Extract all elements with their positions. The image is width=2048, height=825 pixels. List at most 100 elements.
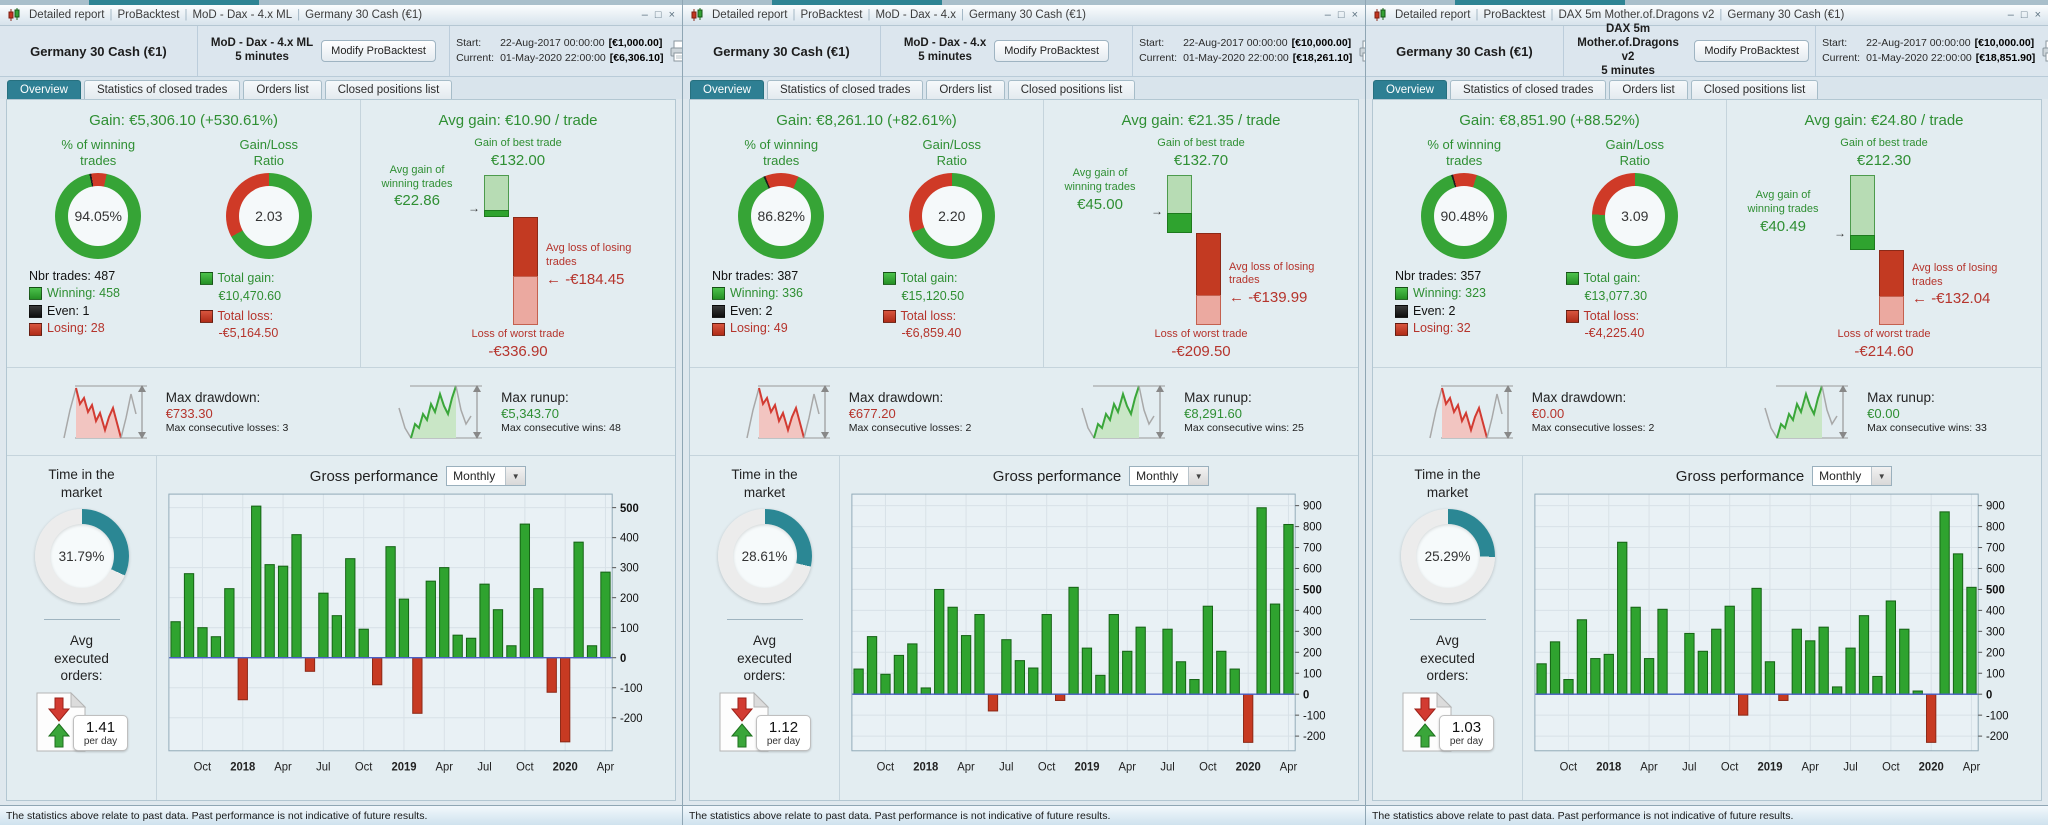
report-header: Germany 30 Cash (€1) MoD - Dax - 4.x ML … (0, 26, 682, 77)
avg-orders-value: 1.12 (768, 718, 799, 736)
chevron-down-icon[interactable]: ▼ (505, 467, 526, 485)
maximize-button[interactable]: □ (654, 9, 662, 21)
avg-win-value: €45.00 (1077, 195, 1123, 213)
chevron-down-icon[interactable]: ▼ (1188, 467, 1209, 485)
close-button[interactable]: × (2034, 9, 2041, 21)
close-button[interactable]: × (668, 9, 675, 21)
status-bar: The statistics above relate to past data… (1366, 805, 2048, 825)
tab-orders-list[interactable]: Orders list (1609, 80, 1688, 99)
avg-loss-block: Avg loss of losing trades ← -€132.04 (1912, 261, 1998, 308)
background-tab (771, 0, 943, 5)
gain-loss-ratio-value: 3.09 (1621, 208, 1649, 224)
avg-loss-arrow: ← (1912, 290, 1928, 308)
avg-orders-value: 1.41 (85, 718, 116, 736)
backtest-dates: Start: 22-Aug-2017 00:00:00 [€10,000.00]… (1822, 36, 2035, 66)
worst-trade-value: -€214.60 (1854, 342, 1914, 360)
svg-text:800: 800 (1986, 521, 2005, 533)
breadcrumb-instrument: Germany 30 Cash (€1) (1727, 9, 1845, 21)
minimize-button[interactable]: – (1324, 9, 1331, 21)
max-consecutive-wins: Max consecutive wins: 33 (1867, 421, 1987, 434)
svg-text:200: 200 (1986, 647, 2005, 659)
svg-text:2019: 2019 (1757, 761, 1782, 773)
maximize-button[interactable]: □ (1337, 9, 1345, 21)
best-trade-block: Gain of best trade €212.30 (1734, 137, 2034, 169)
tab-bar: Overview Statistics of closed trades Ord… (1366, 77, 2048, 99)
gain-summary: Gain: €8,261.10 (+82.61%) (696, 112, 1037, 129)
modify-probacktest-button[interactable]: Modify ProBacktest (1694, 40, 1810, 62)
max-runup-label: Max runup: (1867, 389, 1935, 405)
max-runup-label: Max runup: (1184, 389, 1252, 405)
tab-orders-list[interactable]: Orders list (926, 80, 1005, 99)
svg-text:Jul: Jul (1682, 761, 1696, 773)
minimize-button[interactable]: – (641, 9, 648, 21)
avg-loss-value: -€139.99 (1248, 289, 1308, 307)
modify-probacktest-button[interactable]: Modify ProBacktest (321, 40, 436, 62)
close-button[interactable]: × (1351, 9, 1358, 21)
max-drawdown-value: €0.00 (1531, 405, 1565, 421)
maximize-button[interactable]: □ (2020, 9, 2028, 21)
tab-overview[interactable]: Overview (7, 80, 81, 99)
divider (43, 619, 120, 621)
window-controls: – □ × (642, 9, 675, 21)
strategy-info: MoD - Dax - 4.x 5 minutes (904, 37, 986, 65)
svg-text:Oct: Oct (1721, 761, 1739, 773)
avg-loss-block: Avg loss of losing trades ← -€139.99 (1229, 260, 1315, 307)
gross-performance-chart: -200 -100 0 100 200 300 400 500 600 700 800 900 Oct 2… (851, 493, 1326, 773)
tab-closed-positions-list[interactable]: Closed positions list (1690, 80, 1819, 99)
report-header: Germany 30 Cash (€1) MoD - Dax - 4.x 5 m… (683, 26, 1365, 77)
period-select[interactable]: Monthly ▼ (446, 466, 527, 486)
gain-loss-ratio-header: Gain/Loss Ratio (1605, 137, 1665, 169)
max-runup-block: Max runup: €8,291.60 Max consecutive win… (1024, 380, 1358, 444)
printer-icon[interactable] (669, 40, 682, 62)
candlestick-icon (8, 8, 20, 21)
runup-sparkline-icon (1764, 384, 1849, 439)
svg-text:-100: -100 (620, 683, 643, 695)
start-label: Start: (1822, 36, 1848, 49)
avg-gain-label: Avg gain: (1804, 112, 1867, 129)
printer-icon[interactable] (1358, 40, 1365, 62)
nbr-trades: Nbr trades: 487 (29, 269, 116, 283)
best-trade-block: Gain of best trade €132.00 (368, 137, 668, 169)
svg-text:2019: 2019 (1074, 761, 1099, 773)
tab-closed-positions-list[interactable]: Closed positions list (1007, 80, 1136, 99)
printer-icon[interactable] (2041, 40, 2048, 62)
status-bar: The statistics above relate to past data… (0, 805, 682, 825)
tab-statistics-closed-trades[interactable]: Statistics of closed trades (1449, 80, 1607, 99)
period-select[interactable]: Monthly ▼ (1812, 466, 1893, 486)
total-loss-swatch (882, 309, 896, 323)
svg-text:200: 200 (1303, 647, 1322, 659)
losing-swatch (29, 322, 42, 336)
tab-orders-list[interactable]: Orders list (243, 80, 322, 99)
even-count: Even: 1 (29, 304, 184, 320)
chevron-down-icon[interactable]: ▼ (1871, 467, 1892, 485)
tab-statistics-closed-trades[interactable]: Statistics of closed trades (83, 80, 241, 99)
time-in-market-value: 25.29% (1424, 548, 1471, 564)
winning-trades-donut: 86.82% (738, 173, 825, 259)
tab-statistics-closed-trades[interactable]: Statistics of closed trades (766, 80, 924, 99)
current-capital: [€18,261.10] (1292, 52, 1353, 64)
svg-text:Jul: Jul (999, 761, 1013, 773)
runup-sparkline-icon (398, 384, 483, 439)
svg-text:2020: 2020 (553, 761, 578, 773)
max-drawdown-block: Max drawdown: €733.30 Max consecutive lo… (7, 380, 341, 444)
background-tab (88, 0, 260, 5)
modify-probacktest-button[interactable]: Modify ProBacktest (994, 40, 1110, 62)
winning-swatch (1395, 287, 1408, 301)
period-select-value: Monthly (1136, 469, 1179, 483)
window-titlebar: Detailed report | ProBacktest | MoD - Da… (0, 5, 682, 26)
period-select[interactable]: Monthly ▼ (1129, 466, 1210, 486)
svg-text:2018: 2018 (230, 761, 256, 773)
svg-text:Jul: Jul (316, 761, 330, 773)
max-drawdown-value: €677.20 (848, 405, 896, 421)
svg-text:Oct: Oct (355, 761, 373, 773)
tab-closed-positions-list[interactable]: Closed positions list (324, 80, 453, 99)
gain-value: €8,261.10 (+82.61%) (816, 112, 957, 129)
period-select-value: Monthly (1819, 469, 1862, 483)
tab-overview[interactable]: Overview (1373, 80, 1447, 99)
time-in-market-donut: 28.61% (717, 509, 812, 604)
tab-overview[interactable]: Overview (690, 80, 764, 99)
minimize-button[interactable]: – (2007, 9, 2014, 21)
svg-text:700: 700 (1986, 542, 2005, 554)
max-consecutive-wins: Max consecutive wins: 25 (1184, 421, 1304, 434)
